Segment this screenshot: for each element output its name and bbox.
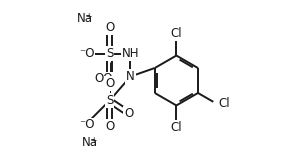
Text: Na: Na [81,136,97,149]
Text: O: O [124,107,134,120]
Text: S: S [106,94,113,107]
Text: +: + [90,136,97,145]
Text: Cl: Cl [218,97,230,110]
Text: N: N [126,70,135,83]
Text: O: O [105,77,114,90]
Text: ⁻O: ⁻O [79,118,95,131]
Text: Na: Na [77,12,93,25]
Text: OO: OO [95,72,113,85]
Text: Cl: Cl [170,27,182,40]
Text: ⁻O: ⁻O [79,47,95,60]
Text: Cl: Cl [170,121,182,134]
Text: O: O [105,120,114,133]
Text: S: S [106,47,113,60]
Text: +: + [86,12,92,21]
Text: NH: NH [122,47,139,60]
Text: O: O [105,21,114,34]
